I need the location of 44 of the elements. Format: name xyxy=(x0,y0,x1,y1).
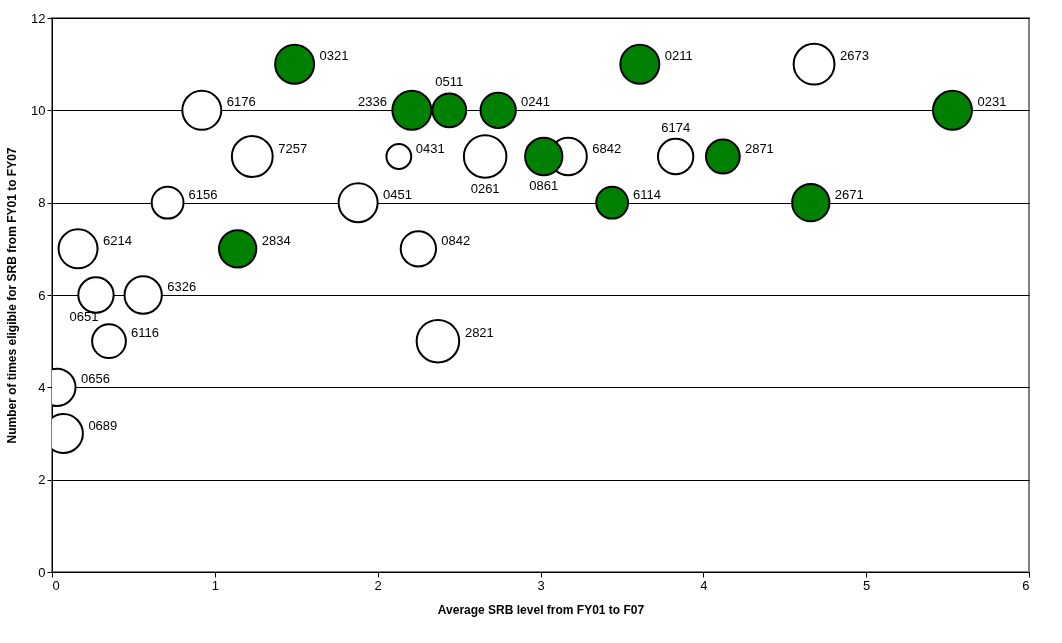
x-tick-label: 6 xyxy=(1022,577,1030,593)
annotation: 2671 xyxy=(834,186,864,202)
annotation: 0261 xyxy=(470,180,500,196)
annotation: 0431 xyxy=(415,140,445,156)
annotation: 0231 xyxy=(977,94,1007,110)
annotation: 2871 xyxy=(744,140,774,156)
annotation: 6116 xyxy=(131,325,160,341)
annotation: 6114 xyxy=(633,186,662,202)
x-tick-label: 2 xyxy=(374,577,382,593)
y-tick-label: 0 xyxy=(38,564,46,580)
x-tick-label: 4 xyxy=(700,577,708,593)
annotation: 0451 xyxy=(383,186,413,202)
annotation: 2336 xyxy=(357,94,387,110)
annotation: 0656 xyxy=(80,371,110,387)
x-tick-label: 0 xyxy=(52,577,60,593)
y-tick-label: 2 xyxy=(38,472,46,488)
annotation: 0842 xyxy=(441,232,471,248)
annotation: 6174 xyxy=(661,119,691,135)
x-tick-label: 5 xyxy=(863,577,871,593)
x-tick-label: 1 xyxy=(211,577,219,593)
x-axis-title: Average SRB level from FY01 to F07 xyxy=(437,602,645,617)
annotation: 0861 xyxy=(529,177,559,193)
y-tick-label: 12 xyxy=(31,10,46,26)
x-tick-label: 3 xyxy=(537,577,545,593)
y-tick-label: 4 xyxy=(38,379,46,395)
annotation: 2834 xyxy=(261,232,291,248)
annotation: 7257 xyxy=(278,140,308,156)
y-tick-label: 6 xyxy=(38,287,46,303)
annotation: 6156 xyxy=(188,186,218,202)
annotation: 6214 xyxy=(103,232,132,248)
annotation: 6326 xyxy=(167,279,197,294)
annotation: 0211 xyxy=(664,48,693,64)
annotation: 0689 xyxy=(88,417,118,433)
y-tick-label: 10 xyxy=(31,102,46,118)
annotation: 0511 xyxy=(435,74,464,90)
annotation: 2821 xyxy=(464,325,494,341)
annotation: 2673 xyxy=(840,48,869,64)
annotation: 0651 xyxy=(69,308,99,324)
annotation: 6176 xyxy=(226,94,256,110)
annotation: 0321 xyxy=(319,48,349,64)
annotation: 6842 xyxy=(592,140,622,156)
y-axis-title: Number of times eligible for SRB from FY01 to FY07 xyxy=(5,147,20,444)
y-tick-label: 8 xyxy=(38,195,46,211)
annotation: 0241 xyxy=(521,94,551,110)
